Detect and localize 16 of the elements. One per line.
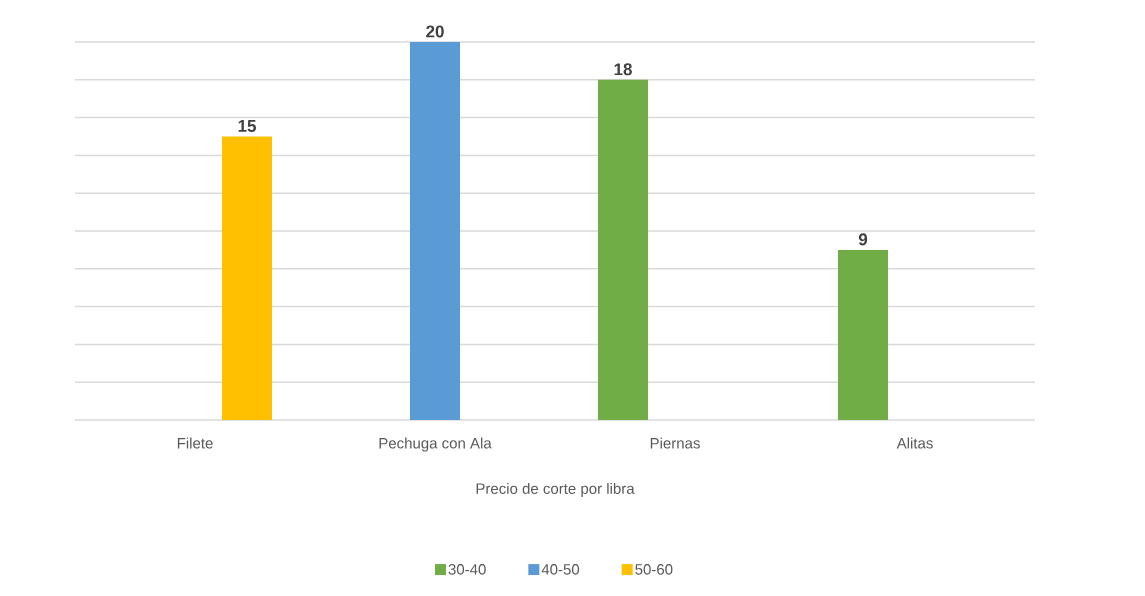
legend-label: 40-50 xyxy=(541,564,580,575)
data-label: 18 xyxy=(614,63,632,76)
data-label: 9 xyxy=(858,233,868,246)
bar xyxy=(222,136,272,420)
x-tick-label: Filete xyxy=(177,437,213,449)
bar xyxy=(838,249,889,420)
bar xyxy=(598,79,649,420)
x-axis-title: Precio de corte por libra xyxy=(476,482,635,497)
legend-label: 50-60 xyxy=(635,564,673,575)
x-tick-label: Piernas xyxy=(650,437,700,449)
data-label: 15 xyxy=(238,120,256,132)
bar xyxy=(410,42,460,420)
data-label: 20 xyxy=(426,25,444,38)
x-tick-label: Alitas xyxy=(896,437,933,449)
legend-label: 30-40 xyxy=(448,564,486,575)
x-tick-label: Pechuga con Ala xyxy=(379,437,492,452)
